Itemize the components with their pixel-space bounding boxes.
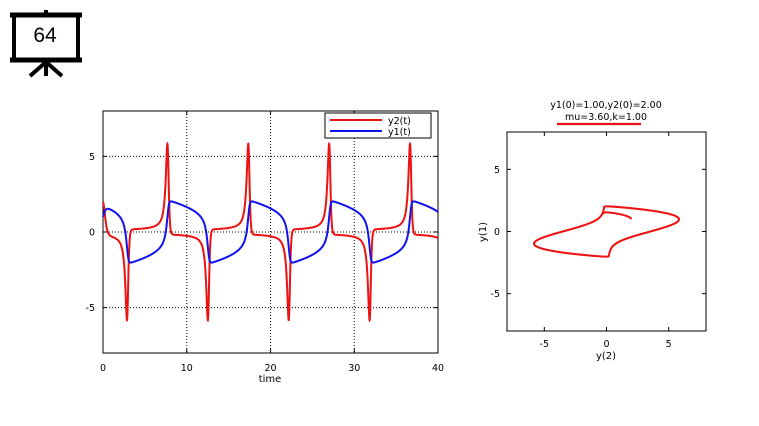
phase-ticks: -5 0 5 5 0 -5: [491, 132, 706, 350]
phase-title-line1: y1(0)=1.00,y2(0)=2.00: [550, 100, 662, 111]
legend: y2(t) y1(t): [324, 112, 432, 139]
legend-label-y1: y1(t): [388, 127, 411, 138]
x-axis-label: time: [259, 374, 282, 385]
phase-x-tick-label: -5: [540, 339, 549, 350]
phase-x-tick-label: 0: [603, 339, 609, 350]
series-lines: [102, 141, 439, 323]
phase-y-axis-label: y(1): [478, 222, 489, 242]
x-tick-label: 0: [100, 363, 106, 374]
y-tick-label: 5: [89, 152, 95, 163]
legend-label-y2: y2(t): [388, 116, 411, 127]
phase-x-tick-label: 5: [666, 339, 672, 350]
x-tick-label: 20: [264, 363, 276, 374]
series-line-y2: [102, 141, 439, 323]
y-tick-label: -5: [86, 303, 95, 314]
slide-number-icon: [10, 10, 82, 78]
slide-number: 64: [33, 24, 57, 47]
phase-y-tick-label: 5: [494, 165, 500, 176]
x-tick-label: 10: [181, 363, 193, 374]
phase-x-axis-label: y(2): [596, 351, 616, 362]
phase-y-tick-label: 0: [494, 227, 500, 238]
y-tick-label: 0: [89, 228, 95, 239]
phase-y-tick-label: -5: [491, 289, 500, 300]
phase-plot-frame: [506, 131, 707, 332]
phase-title-line2: mu=3.60,k=1.00: [565, 112, 647, 123]
phase-portrait-chart: y1(0)=1.00,y2(0)=2.00 mu=3.60,k=1.00 -5 0…: [478, 100, 707, 362]
x-tick-label: 40: [432, 363, 444, 374]
x-tick-label: 30: [348, 363, 360, 374]
series-line-y1: [102, 200, 439, 264]
grid: [103, 111, 438, 353]
phase-trajectory: [532, 205, 681, 258]
phase-series: [532, 205, 681, 258]
